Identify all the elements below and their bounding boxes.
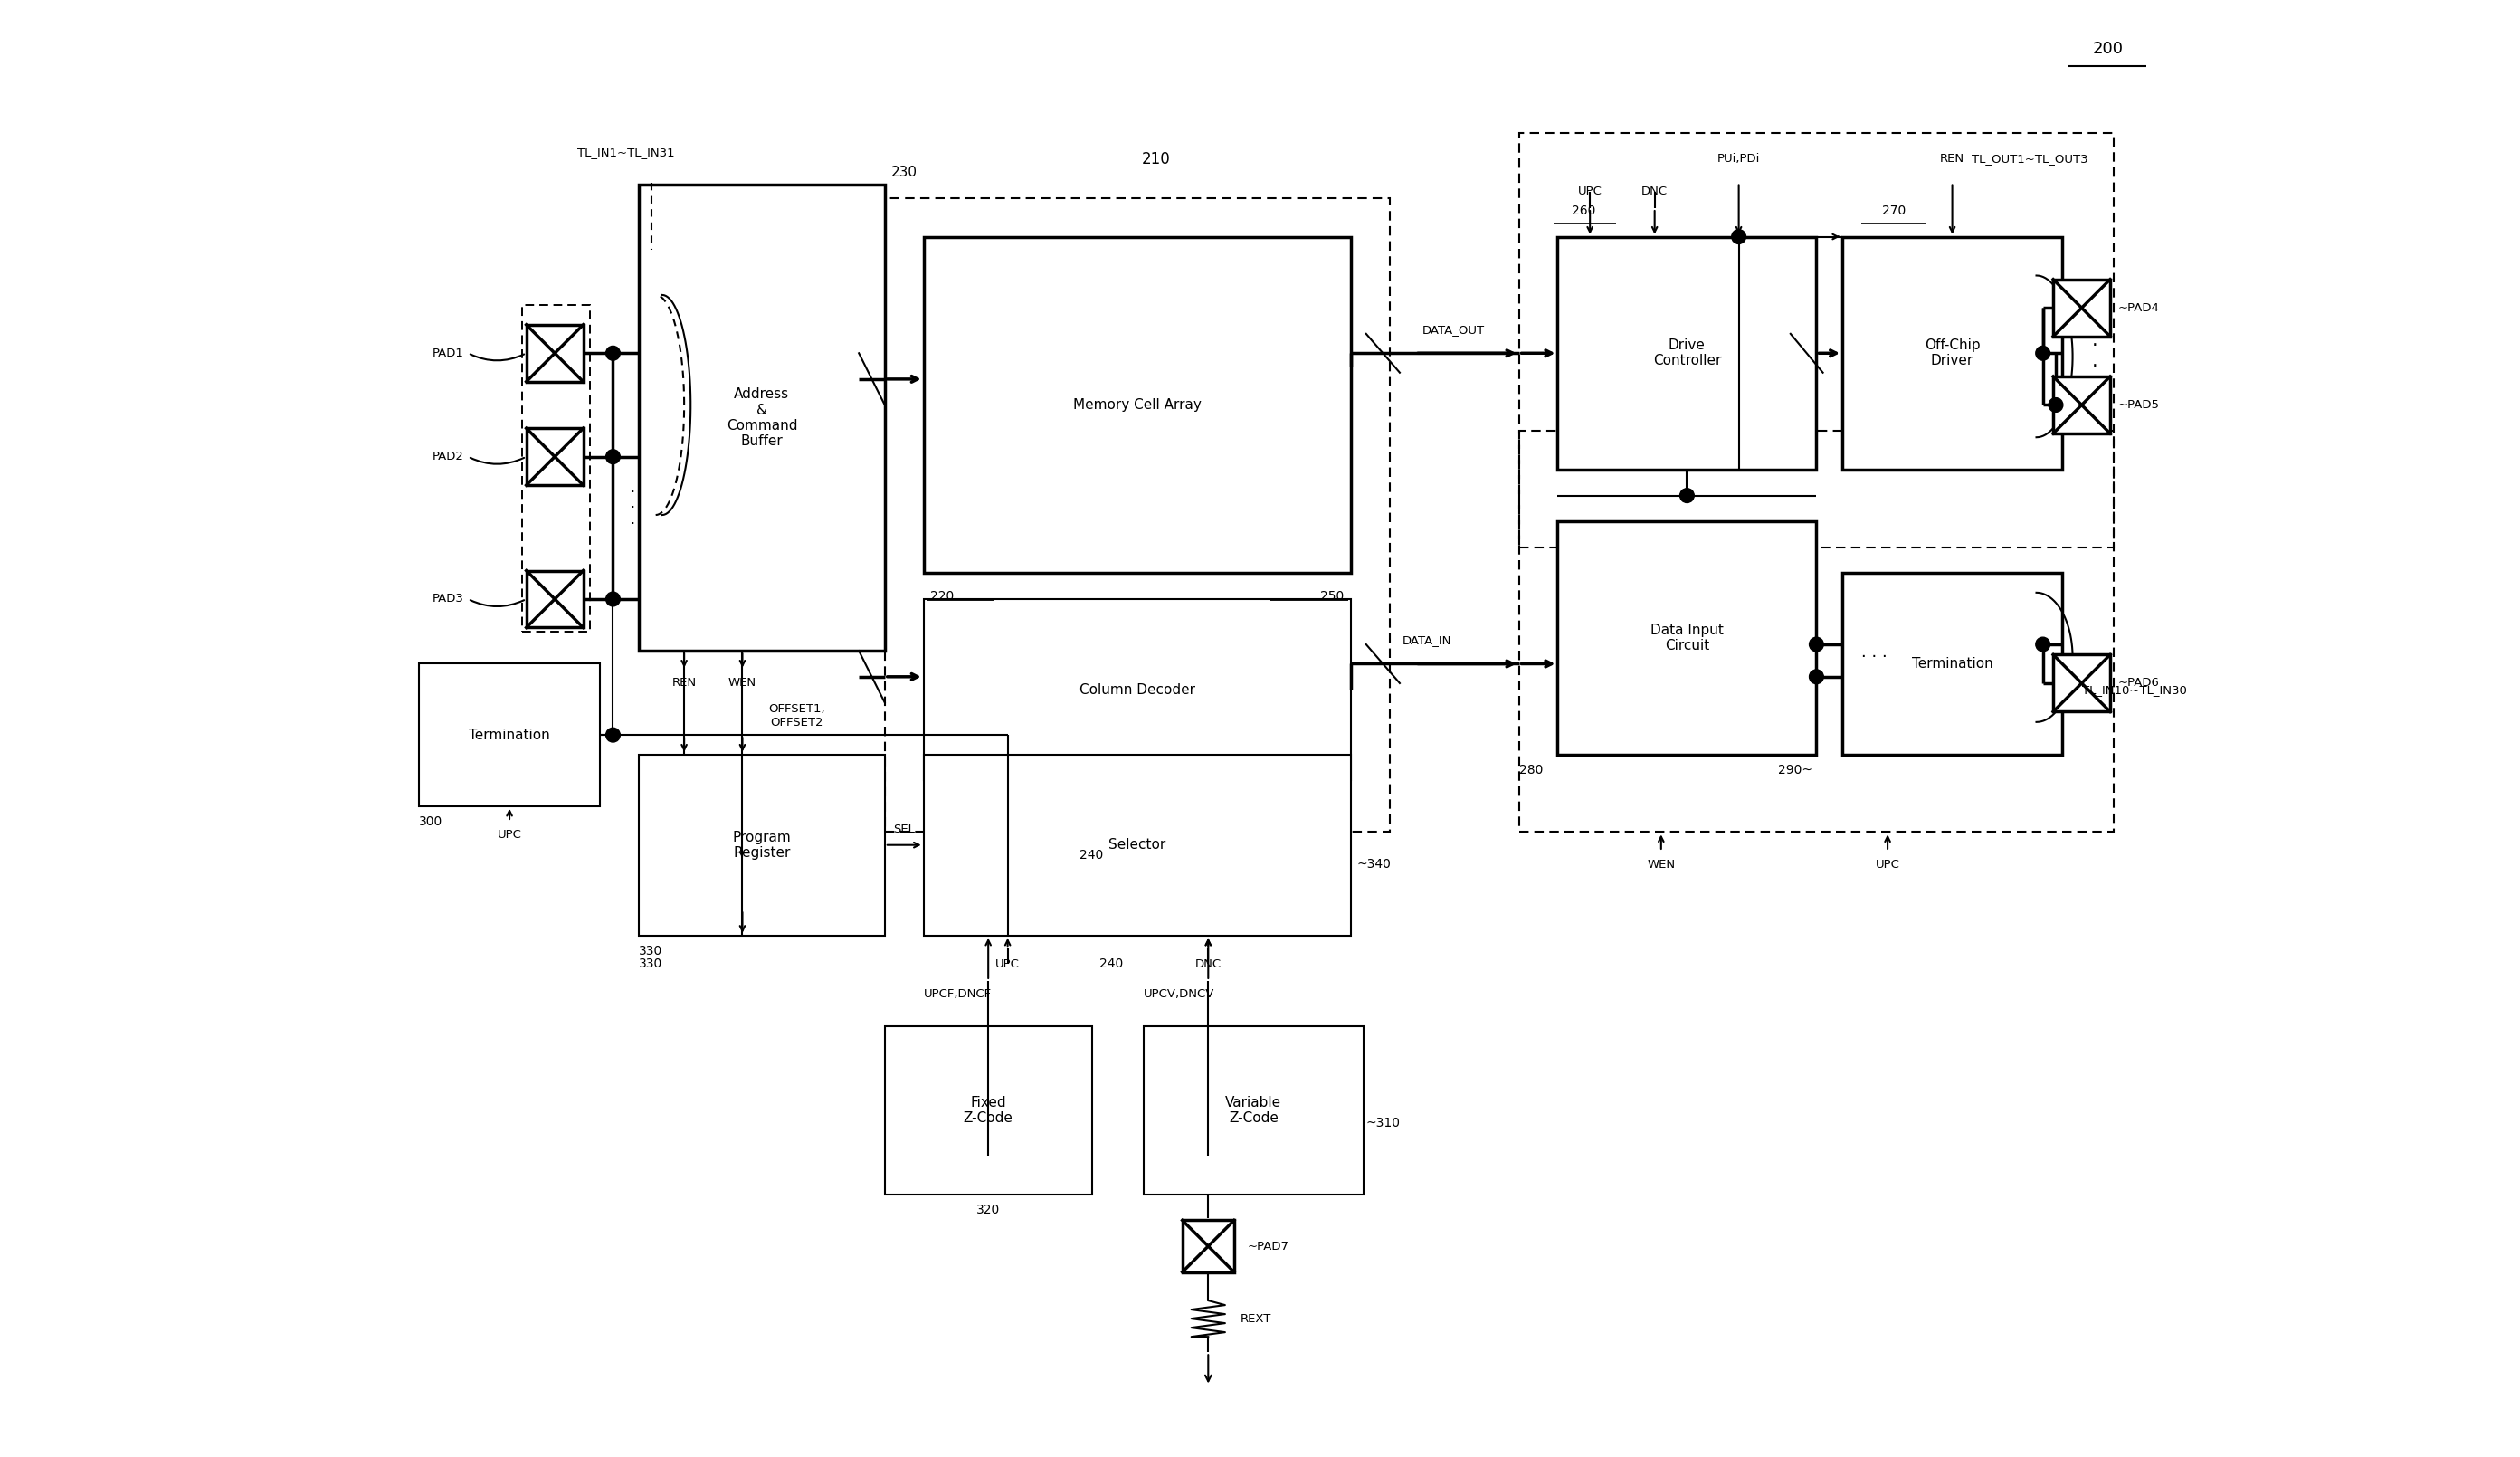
Text: ~310: ~310 <box>1366 1118 1401 1129</box>
Text: DNC: DNC <box>1641 185 1668 197</box>
Text: OFFSET1,
OFFSET2: OFFSET1, OFFSET2 <box>769 702 824 728</box>
Text: 260: 260 <box>1572 204 1595 217</box>
Text: UPCV,DNCV: UPCV,DNCV <box>1144 988 1215 1000</box>
Circle shape <box>1681 488 1693 503</box>
Text: 250: 250 <box>1320 590 1343 603</box>
Text: UPC: UPC <box>1875 858 1900 870</box>
Text: PUi,PDi: PUi,PDi <box>1716 153 1759 165</box>
Text: Memory Cell Array: Memory Cell Array <box>1074 398 1202 412</box>
Text: 210: 210 <box>1142 152 1172 168</box>
Text: ~PAD5: ~PAD5 <box>2117 399 2160 411</box>
Bar <box>527 571 582 628</box>
Circle shape <box>605 347 620 360</box>
Text: DNC: DNC <box>1194 959 1222 970</box>
Bar <box>1182 1221 1235 1272</box>
Text: REN: REN <box>673 678 696 689</box>
Text: 320: 320 <box>975 1203 1000 1217</box>
Text: Address
&
Command
Buffer: Address & Command Buffer <box>726 388 796 449</box>
Bar <box>1520 431 2114 832</box>
Text: ·
·
·: · · · <box>630 487 635 530</box>
Bar <box>1842 236 2061 469</box>
Bar <box>640 185 885 651</box>
Text: Column Decoder: Column Decoder <box>1079 683 1194 696</box>
Text: UPC: UPC <box>995 959 1021 970</box>
Text: WEN: WEN <box>728 678 756 689</box>
Bar <box>885 1026 1091 1195</box>
Text: UPC: UPC <box>496 829 522 841</box>
Bar <box>922 236 1351 573</box>
Text: PAD2: PAD2 <box>433 450 464 463</box>
Text: DATA_OUT: DATA_OUT <box>1421 323 1484 335</box>
Text: Termination: Termination <box>469 728 549 742</box>
Text: 270: 270 <box>1882 204 1905 217</box>
Text: ·
·: · · <box>2092 337 2097 376</box>
Text: ~PAD7: ~PAD7 <box>1247 1240 1288 1252</box>
Bar <box>522 306 590 631</box>
Circle shape <box>1809 637 1824 651</box>
Text: Fixed
Z-Code: Fixed Z-Code <box>963 1096 1013 1125</box>
Text: TL_OUT1~TL_OUT3: TL_OUT1~TL_OUT3 <box>1971 153 2089 165</box>
Text: ~PAD4: ~PAD4 <box>2117 302 2160 313</box>
Text: Selector: Selector <box>1109 838 1167 852</box>
Text: ~PAD6: ~PAD6 <box>2117 678 2160 689</box>
Text: 230: 230 <box>892 165 917 179</box>
Text: Program
Register: Program Register <box>733 830 791 860</box>
Bar <box>2054 654 2109 711</box>
Text: SEL: SEL <box>895 823 915 835</box>
Bar <box>922 599 1351 781</box>
Circle shape <box>1809 670 1824 683</box>
Text: REN: REN <box>1940 153 1966 165</box>
Bar <box>1557 522 1817 755</box>
Text: TL_IN10~TL_IN30: TL_IN10~TL_IN30 <box>2082 683 2187 695</box>
Bar <box>418 664 600 806</box>
Text: 330: 330 <box>640 957 663 970</box>
Bar <box>2054 376 2109 433</box>
Bar <box>1520 133 2114 548</box>
Text: 220: 220 <box>930 590 953 603</box>
Circle shape <box>2049 398 2064 412</box>
Circle shape <box>2036 347 2049 360</box>
Bar <box>1144 1026 1363 1195</box>
Text: WEN: WEN <box>1648 858 1676 870</box>
Text: ~340: ~340 <box>1358 858 1391 871</box>
Text: ·
·: · · <box>2039 337 2046 376</box>
Text: 280: 280 <box>1520 763 1542 777</box>
Text: PAD3: PAD3 <box>433 593 464 605</box>
Bar <box>640 755 885 935</box>
Text: Off-Chip
Driver: Off-Chip Driver <box>1925 338 1981 367</box>
Bar <box>1557 236 1817 469</box>
Text: UPCF,DNCF: UPCF,DNCF <box>922 988 990 1000</box>
Text: 330: 330 <box>640 944 663 957</box>
Text: 290~: 290~ <box>1777 763 1812 777</box>
Text: Variable
Z-Code: Variable Z-Code <box>1225 1096 1283 1125</box>
Circle shape <box>1731 230 1746 243</box>
Text: 200: 200 <box>2092 41 2122 57</box>
Bar <box>1842 573 2061 755</box>
Text: TL_IN1~TL_IN31: TL_IN1~TL_IN31 <box>577 147 675 159</box>
Circle shape <box>2036 637 2049 651</box>
Text: PAD1: PAD1 <box>433 347 464 358</box>
Text: Drive
Controller: Drive Controller <box>1653 338 1721 367</box>
Bar <box>527 325 582 382</box>
Circle shape <box>605 450 620 463</box>
Text: · · ·: · · · <box>1862 650 1887 666</box>
Bar <box>2054 280 2109 337</box>
Text: 240: 240 <box>1081 849 1104 861</box>
Text: Data Input
Circuit: Data Input Circuit <box>1651 624 1724 653</box>
Bar <box>527 428 582 485</box>
Text: UPC: UPC <box>1578 185 1603 197</box>
Bar <box>922 755 1351 935</box>
Text: 240: 240 <box>1099 957 1124 970</box>
Circle shape <box>605 592 620 606</box>
Text: 300: 300 <box>418 816 444 828</box>
Text: Termination: Termination <box>1913 657 1993 670</box>
Circle shape <box>605 728 620 742</box>
Text: REXT: REXT <box>1240 1313 1273 1324</box>
Bar <box>885 198 1389 832</box>
Text: DATA_IN: DATA_IN <box>1401 635 1452 647</box>
